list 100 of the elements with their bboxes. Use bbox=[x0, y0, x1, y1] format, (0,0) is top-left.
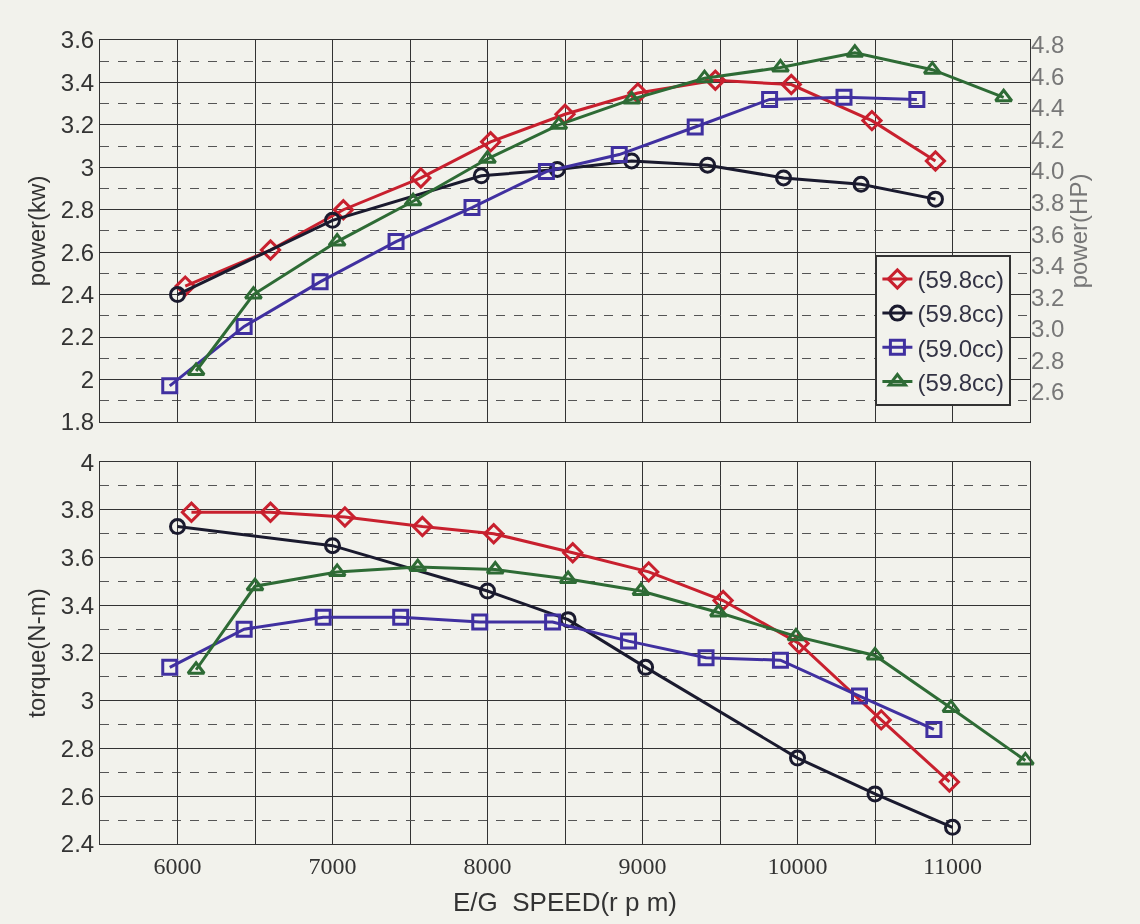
point bbox=[771, 651, 789, 669]
point bbox=[408, 558, 428, 573]
point bbox=[866, 785, 884, 803]
point bbox=[558, 570, 578, 585]
point bbox=[311, 273, 329, 291]
point bbox=[852, 175, 870, 193]
point bbox=[938, 771, 960, 793]
y-tick-label: 2 bbox=[80, 365, 95, 393]
y2-tick-label: 2.8 bbox=[1031, 346, 1065, 374]
y-axis-title: power(kw) bbox=[22, 175, 50, 287]
y-tick-label: 2.6 bbox=[60, 238, 95, 266]
y-tick-label: 2.6 bbox=[60, 782, 95, 810]
point bbox=[851, 687, 868, 705]
point bbox=[835, 88, 853, 106]
point bbox=[485, 561, 505, 575]
point bbox=[694, 69, 715, 84]
point bbox=[637, 658, 655, 676]
point bbox=[620, 632, 638, 650]
point bbox=[924, 150, 947, 172]
point bbox=[775, 169, 793, 187]
legend-label: (59.8cc) bbox=[917, 266, 1005, 294]
y2-tick-label: 4.4 bbox=[1031, 94, 1065, 122]
point bbox=[387, 233, 405, 251]
point bbox=[480, 131, 502, 153]
x-tick-label: 8000 bbox=[463, 852, 512, 879]
y-tick-label: 2.4 bbox=[60, 830, 95, 858]
y-tick-label: 2.4 bbox=[60, 281, 95, 308]
point bbox=[908, 90, 926, 108]
y-tick-label: 2.2 bbox=[60, 323, 95, 351]
y-tick-label: 3.2 bbox=[60, 639, 95, 667]
point bbox=[259, 239, 282, 261]
x-tick-label: 6000 bbox=[153, 852, 202, 879]
y-tick-label: 3 bbox=[80, 153, 95, 181]
x-tick-label: 10000 bbox=[767, 852, 828, 879]
point bbox=[925, 720, 943, 738]
x-tick-label: 9000 bbox=[618, 852, 667, 879]
point bbox=[235, 620, 253, 638]
y2-tick-label: 3.6 bbox=[1031, 220, 1065, 248]
point bbox=[786, 627, 806, 642]
point bbox=[789, 749, 806, 767]
y2-tick-label: 3.0 bbox=[1031, 315, 1065, 343]
y-tick-label: 3.8 bbox=[60, 496, 95, 524]
legend-label: (59.0cc) bbox=[917, 334, 1005, 362]
point bbox=[549, 116, 569, 130]
legend-label: (59.8cc) bbox=[917, 300, 1005, 328]
y-tick-label: 2.8 bbox=[60, 734, 95, 762]
point bbox=[697, 649, 715, 667]
point bbox=[463, 199, 481, 217]
point bbox=[186, 661, 206, 675]
y-tick-label: 3.2 bbox=[60, 111, 95, 139]
point bbox=[259, 501, 282, 523]
point bbox=[944, 818, 961, 836]
point bbox=[327, 563, 347, 577]
y-tick-label: 3 bbox=[80, 687, 95, 715]
point bbox=[1015, 751, 1035, 766]
point bbox=[780, 73, 802, 96]
point bbox=[761, 90, 779, 108]
point bbox=[235, 317, 253, 335]
point bbox=[562, 542, 584, 564]
point bbox=[708, 603, 729, 618]
y2-tick-label: 4.0 bbox=[1031, 157, 1065, 185]
legend-label: (59.8cc) bbox=[917, 368, 1005, 396]
point bbox=[327, 233, 347, 247]
point bbox=[870, 709, 892, 731]
y2-tick-label: 3.8 bbox=[1031, 188, 1065, 216]
y-tick-label: 3.6 bbox=[60, 543, 95, 571]
point bbox=[922, 61, 942, 75]
point bbox=[472, 167, 490, 185]
point bbox=[622, 90, 642, 105]
y-tick-label: 3.4 bbox=[60, 591, 95, 619]
point bbox=[631, 582, 651, 596]
y-tick-label: 3.6 bbox=[60, 26, 95, 54]
y2-tick-label: 4.8 bbox=[1031, 31, 1065, 59]
y2-tick-label: 3.2 bbox=[1031, 283, 1065, 311]
point bbox=[699, 156, 717, 174]
point bbox=[544, 613, 562, 631]
point bbox=[324, 537, 341, 555]
point bbox=[845, 44, 865, 58]
point bbox=[314, 608, 332, 626]
y-axis-title: torque(N-m) bbox=[22, 588, 50, 718]
point bbox=[941, 699, 961, 713]
point bbox=[994, 88, 1014, 103]
y-tick-label: 1.8 bbox=[60, 408, 95, 436]
point bbox=[392, 608, 410, 626]
point bbox=[403, 192, 423, 207]
point bbox=[861, 110, 883, 132]
point bbox=[926, 190, 944, 208]
point bbox=[483, 523, 505, 545]
y-tick-label: 3.4 bbox=[60, 68, 95, 96]
y-tick-label: 2.8 bbox=[60, 196, 95, 224]
point bbox=[865, 646, 885, 661]
point bbox=[180, 501, 203, 523]
x-axis-title: E/G SPEED(r p m) bbox=[453, 887, 677, 918]
point bbox=[686, 118, 704, 136]
point bbox=[161, 377, 179, 395]
point bbox=[169, 518, 186, 536]
y2-tick-label: 4.2 bbox=[1031, 125, 1065, 153]
y2-axis-title: power(HP) bbox=[1064, 173, 1092, 289]
point bbox=[161, 658, 179, 676]
x-tick-label: 11000 bbox=[922, 852, 983, 879]
